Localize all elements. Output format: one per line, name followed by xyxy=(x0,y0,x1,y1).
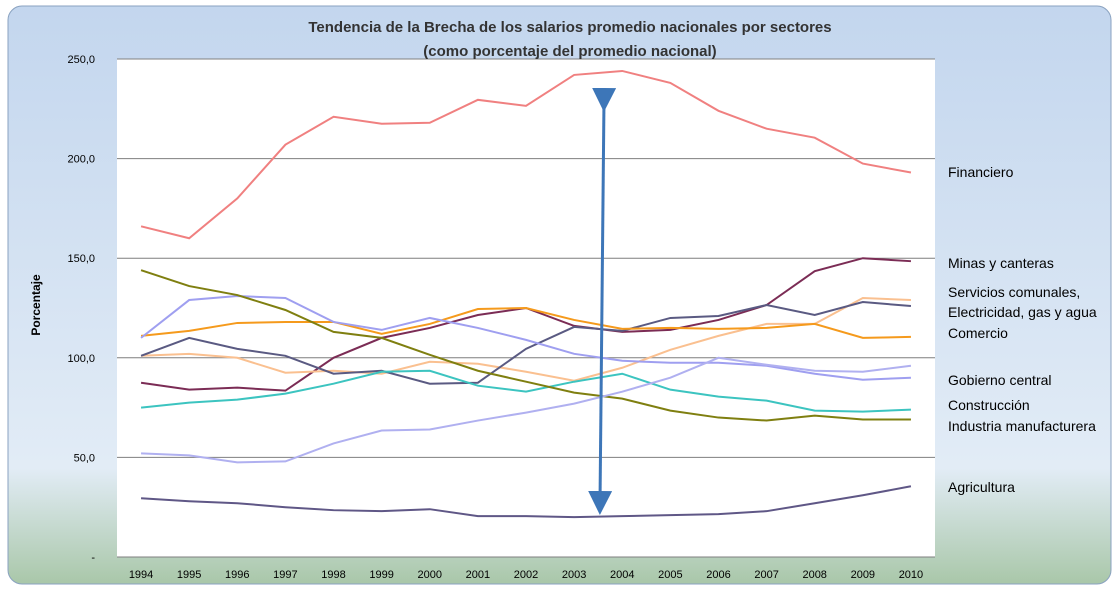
series-line xyxy=(141,356,912,464)
x-tick-label: 1997 xyxy=(273,569,297,581)
y-tick-label: 150,0 xyxy=(67,253,95,265)
x-tick-label: 2004 xyxy=(610,569,634,581)
x-tick-label: 2007 xyxy=(754,569,778,581)
series-label: Gobierno central xyxy=(948,372,1052,388)
x-tick-label: 1998 xyxy=(321,569,345,581)
arrow xyxy=(588,87,617,515)
x-tick-label: 2005 xyxy=(658,569,682,581)
x-tick-label: 2009 xyxy=(851,569,875,581)
x-tick-label: 1999 xyxy=(369,569,393,581)
series-label: Construcción xyxy=(948,397,1030,413)
series-label: Servicios comunales, xyxy=(948,284,1080,300)
chart-subtitle: (como porcentaje del promedio nacional) xyxy=(423,43,716,60)
series-line xyxy=(140,69,912,240)
x-tick-label: 2000 xyxy=(418,569,442,581)
series-line xyxy=(140,295,911,381)
series-label: Electricidad, gas y agua xyxy=(948,304,1097,320)
series-line xyxy=(140,369,911,413)
y-tick-label: 200,0 xyxy=(67,154,95,166)
series-label: Comercio xyxy=(948,325,1008,341)
x-tick-label: 2002 xyxy=(514,569,538,581)
y-tick-label: - xyxy=(91,552,95,564)
chart-title: Tendencia de la Brecha de los salarios p… xyxy=(308,19,831,36)
y-axis-label: Porcentaje xyxy=(29,274,43,336)
x-tick-label: 2008 xyxy=(802,569,826,581)
series-line xyxy=(141,297,911,382)
series-line xyxy=(140,269,911,422)
y-tick-label: 50,0 xyxy=(74,452,95,464)
y-tick-label: 100,0 xyxy=(67,353,95,365)
x-tick-label: 2001 xyxy=(466,569,490,581)
x-tick-label: 1996 xyxy=(225,569,249,581)
series-line xyxy=(140,301,912,385)
x-tick-label: 2010 xyxy=(899,569,923,581)
series-label: Minas y canteras xyxy=(948,255,1054,271)
series-label: Industria manufacturera xyxy=(948,418,1096,434)
x-tick-label: 2006 xyxy=(706,569,730,581)
series-line xyxy=(140,485,912,519)
y-tick-label: 250,0 xyxy=(67,54,95,66)
x-tick-label: 1995 xyxy=(177,569,201,581)
series-label: Financiero xyxy=(948,164,1014,180)
series-line xyxy=(140,306,911,339)
x-tick-label: 2003 xyxy=(562,569,586,581)
x-tick-label: 1994 xyxy=(129,569,153,581)
series-label: Agricultura xyxy=(948,479,1015,495)
